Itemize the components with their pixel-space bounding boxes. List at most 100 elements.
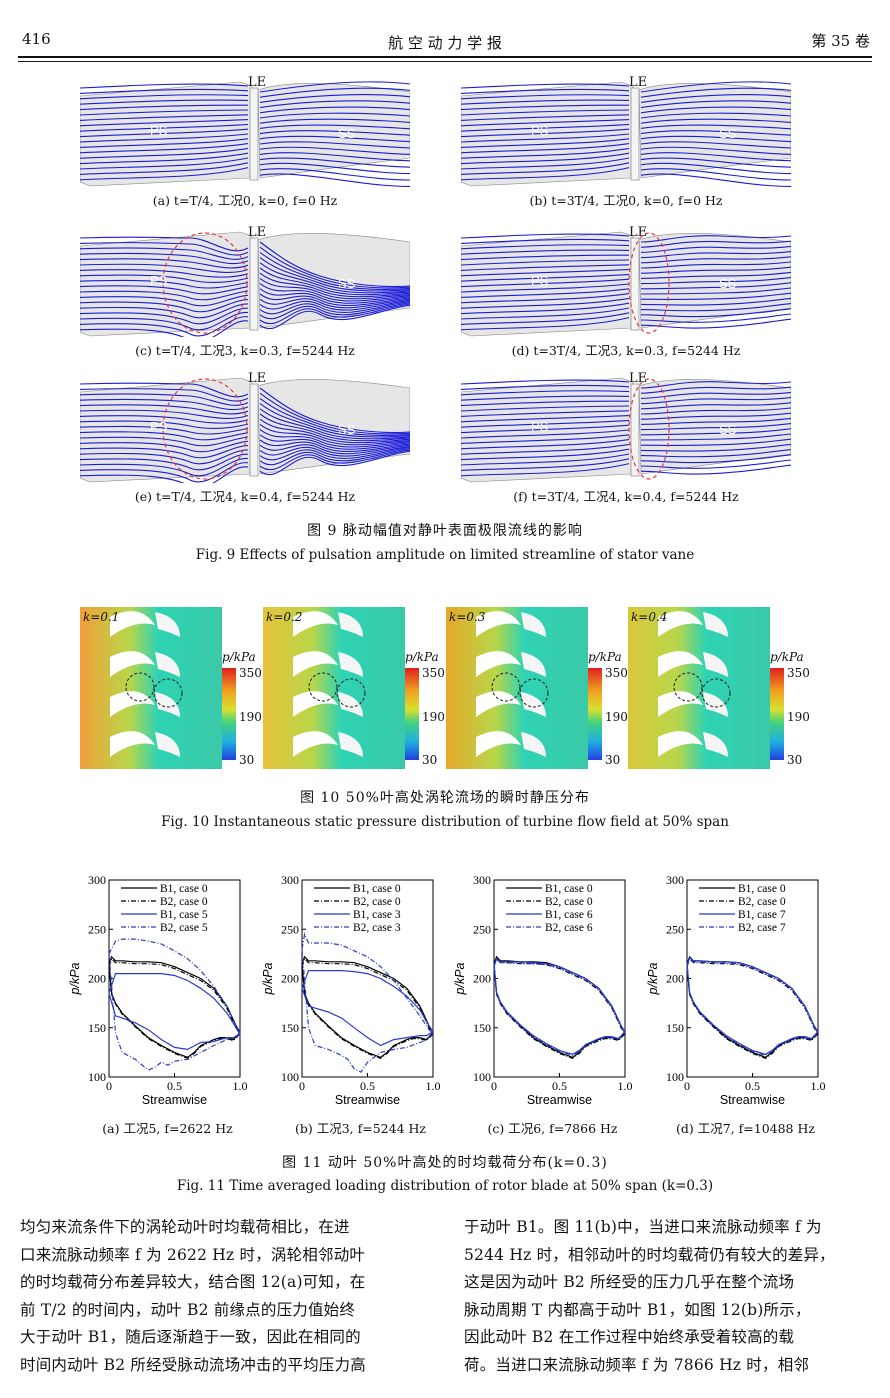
series-line [493,958,626,1056]
colorbar-tick: 190 [605,710,628,724]
body-line: 大于动叶 B1，随后逐渐趋于一致，因此在相同的 [20,1328,361,1347]
fig9-caption-en: Fig. 9 Effects of pulsation amplitude on… [195,547,695,563]
streamline-panel [461,81,791,187]
header-rule-thick [18,56,872,58]
y-tick-label: 250 [473,922,491,936]
legend-entry: B2, case 3 [353,922,401,934]
loading-chart: 100 150 200 250 300 0 0.5 1.0 Streamwise p/kPa B1,… [453,875,633,1107]
fig11-caption-cn: 图 11 动叶 50%叶高处的时均载荷分布(k=0.3) [282,1155,608,1171]
fig9-subcaption: (c) t=T/4, 工况3, k=0.3, f=5244 Hz [135,343,355,358]
loading-chart: 100 150 200 250 300 0 0.5 1.0 Streamwise p/kPa B1,… [68,875,248,1107]
fig10-caption-en: Fig. 10 Instantaneous static pressure di… [161,814,729,830]
pressure-contour-panel [446,607,588,769]
legend-entry: B2, case 0 [545,896,593,908]
journal-title: 航 空 动 力 学 报 [388,34,502,52]
x-tick-label: 0.5 [745,1079,760,1093]
x-tick-label: 0 [106,1079,112,1093]
legend-entry: B1, case 3 [353,909,401,921]
amplitude-label: k=0.1 [83,610,120,624]
suction-side-label: SS [338,276,356,291]
colorbar-title: p/kPa [588,650,622,664]
body-line: 于动叶 B1。图 11(b)中，当进口来流脉动频率 f 为 [464,1218,822,1236]
y-tick-label: 200 [88,972,106,986]
fig11-subcaption: (c) 工况6, f=7866 Hz [487,1121,618,1136]
colorbar-title: p/kPa [405,650,439,664]
x-tick-label: 0 [491,1079,497,1093]
body-line: 口来流脉动频率 f 为 2622 Hz 时，涡轮相邻动叶 [20,1245,366,1264]
legend-entry: B2, case 6 [545,922,593,934]
suction-side-label: SS [719,126,737,141]
y-axis-label: p/kPa [453,962,467,995]
body-right-column: 于动叶 B1。图 11(b)中，当进口来流脉动频率 f 为 5244 Hz 时，… [464,1214,876,1380]
fig9-subcaption: (f) t=3T/4, 工况4, k=0.4, f=5244 Hz [513,489,739,504]
colorbar-tick: 30 [605,753,621,767]
fig9-subcaption: (a) t=T/4, 工况0, k=0, f=0 Hz [152,193,338,208]
legend-entry: B2, case 0 [353,896,401,908]
legend-entry: B2, case 0 [160,896,208,908]
suction-side-label: SS [338,422,356,437]
y-tick-label: 200 [281,972,299,986]
leading-edge-label: LE [629,75,648,90]
legend-entry: B1, case 0 [353,883,401,895]
y-tick-label: 200 [473,972,491,986]
x-tick-label: 0.5 [360,1079,375,1093]
series-line [108,938,241,1071]
x-tick-label: 1.0 [426,1079,441,1093]
pressure-contour-panel [80,607,222,769]
y-tick-label: 300 [473,875,491,887]
amplitude-label: k=0.2 [266,610,303,624]
y-tick-label: 150 [88,1021,106,1035]
pressure-side-label: PS [150,123,168,138]
legend-entry: B1, case 0 [545,883,593,895]
amplitude-label: k=0.4 [631,610,668,624]
series-line [493,957,626,1055]
loading-chart: 100 150 200 250 300 0 0.5 1.0 Streamwise p/kPa B1,… [261,875,441,1107]
x-axis-label: Streamwise [720,1093,785,1107]
pressure-side-label: PS [150,419,168,434]
series-line [301,932,434,1073]
legend-entry: B1, case 7 [738,909,786,921]
streamline-panel [461,377,791,483]
amplitude-label: k=0.3 [449,610,486,624]
loading-chart: 100 150 200 250 300 0 0.5 1.0 Streamwise p/kPa B1,… [646,875,826,1107]
colorbar-title: p/kPa [770,650,804,664]
series-line [301,970,434,1047]
x-tick-label: 0 [684,1079,690,1093]
fig10-caption-cn: 图 10 50%叶高处涡轮流场的瞬时静压分布 [300,790,590,806]
x-axis-label: Streamwise [142,1093,207,1107]
y-tick-label: 100 [473,1070,491,1084]
series-line [493,957,626,1059]
colorbar-tick: 30 [787,753,803,767]
leading-edge-label: LE [248,225,267,240]
x-tick-label: 0.5 [552,1079,567,1093]
body-line: 这是因为动叶 B2 所经受的压力几乎在整个流场 [464,1273,795,1292]
y-tick-label: 150 [281,1021,299,1035]
x-tick-label: 0 [299,1079,305,1093]
colorbar-tick: 190 [422,710,445,724]
y-tick-label: 300 [666,875,684,887]
body-line: 5244 Hz 时，相邻动叶的时均载荷仍有较大的差异， [464,1245,835,1264]
leading-edge-label: LE [248,75,267,90]
fig11-caption-en: Fig. 11 Time averaged loading distributi… [176,1178,714,1194]
y-tick-label: 250 [88,922,106,936]
x-tick-label: 1.0 [811,1079,826,1093]
y-tick-label: 150 [473,1021,491,1035]
series-line [108,973,241,1051]
pressure-contour-panel [628,607,770,769]
pressure-contour-panel [263,607,405,769]
colorbar [405,668,419,760]
pressure-side-label: PS [531,123,549,138]
streamline-panel [461,231,791,337]
series-line [686,956,819,1055]
colorbar-tick: 350 [422,666,445,680]
y-tick-label: 100 [88,1070,106,1084]
legend-entry: B1, case 0 [160,883,208,895]
colorbar-tick: 190 [239,710,262,724]
series-line [108,957,241,1059]
suction-side-label: SS [719,276,737,291]
body-line: 均匀来流条件下的涡轮动叶时均载荷相比，在进 [20,1218,350,1236]
series-line [493,955,626,1058]
series-line [301,957,434,1059]
colorbar-title: p/kPa [222,650,256,664]
pressure-side-label: PS [531,273,549,288]
